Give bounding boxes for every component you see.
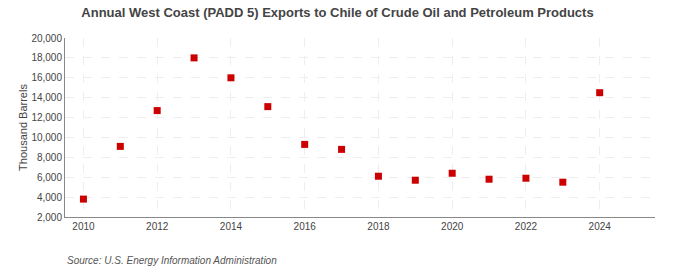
svg-text:10,000: 10,000 <box>31 132 62 143</box>
svg-text:2020: 2020 <box>441 221 464 232</box>
svg-text:2014: 2014 <box>220 221 243 232</box>
svg-text:Annual West Coast (PADD 5) Exp: Annual West Coast (PADD 5) Exports to Ch… <box>81 5 593 20</box>
svg-text:2018: 2018 <box>367 221 390 232</box>
svg-text:2010: 2010 <box>72 221 95 232</box>
svg-text:16,000: 16,000 <box>31 72 62 83</box>
svg-text:14,000: 14,000 <box>31 92 62 103</box>
svg-text:Source: U.S. Energy Informatio: Source: U.S. Energy Information Administ… <box>67 255 277 266</box>
svg-text:12,000: 12,000 <box>31 112 62 123</box>
svg-text:4,000: 4,000 <box>37 192 62 203</box>
svg-text:2022: 2022 <box>515 221 538 232</box>
svg-text:2012: 2012 <box>146 221 169 232</box>
svg-text:2016: 2016 <box>294 221 317 232</box>
svg-text:8,000: 8,000 <box>37 152 62 163</box>
svg-text:2024: 2024 <box>589 221 612 232</box>
svg-text:2,000: 2,000 <box>37 212 62 223</box>
svg-text:18,000: 18,000 <box>31 52 62 63</box>
svg-text:6,000: 6,000 <box>37 172 62 183</box>
svg-text:20,000: 20,000 <box>31 33 62 44</box>
svg-text:Thousand Barrels: Thousand Barrels <box>17 84 29 171</box>
